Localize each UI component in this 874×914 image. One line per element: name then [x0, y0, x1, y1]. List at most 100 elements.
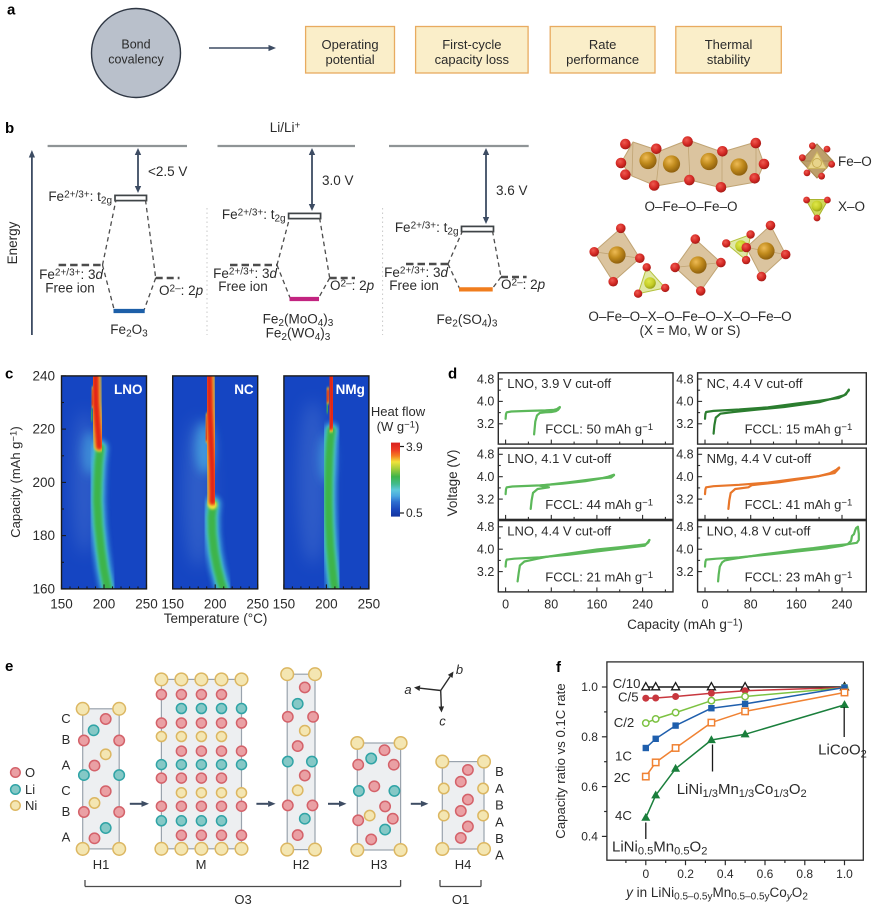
- svg-text:220: 220: [32, 422, 55, 437]
- svg-text:160: 160: [586, 597, 607, 611]
- svg-text:80: 80: [544, 597, 558, 611]
- svg-text:3.2: 3.2: [676, 492, 693, 506]
- svg-text:First-cycle: First-cycle: [442, 37, 501, 52]
- svg-text:FCCL: 23 mAh g−1: FCCL: 23 mAh g−1: [745, 569, 853, 584]
- svg-text:1C: 1C: [615, 749, 632, 764]
- svg-text:NC, 4.4 V cut-off: NC, 4.4 V cut-off: [707, 376, 803, 391]
- svg-text:Ni: Ni: [25, 798, 37, 813]
- svg-text:Free ion: Free ion: [218, 279, 268, 294]
- svg-text:150: 150: [273, 597, 296, 612]
- svg-text:C: C: [61, 711, 70, 726]
- svg-text:0.6: 0.6: [581, 780, 598, 794]
- svg-text:3.2: 3.2: [477, 417, 494, 431]
- svg-text:4.0: 4.0: [676, 395, 693, 409]
- svg-text:c: c: [5, 366, 13, 383]
- svg-text:Capacity (mAh g−1): Capacity (mAh g−1): [8, 426, 23, 537]
- svg-text:Fe2+/3+: t2g: Fe2+/3+: t2g: [395, 220, 459, 238]
- svg-text:M: M: [196, 857, 207, 872]
- svg-text:LiNi1/3Mn1/3Co1/3O2: LiNi1/3Mn1/3Co1/3O2: [677, 781, 807, 800]
- svg-text:3.6 V: 3.6 V: [496, 183, 528, 198]
- svg-text:b: b: [456, 662, 463, 677]
- svg-text:240: 240: [632, 597, 653, 611]
- svg-text:B: B: [495, 831, 504, 846]
- svg-text:Fe2(SO4)3: Fe2(SO4)3: [437, 312, 498, 330]
- svg-text:FCCL: 21 mAh g−1: FCCL: 21 mAh g−1: [545, 569, 653, 584]
- svg-text:C/5: C/5: [618, 690, 639, 705]
- svg-text:(W g−1): (W g−1): [377, 419, 420, 434]
- svg-text:0.4: 0.4: [717, 867, 734, 881]
- svg-text:Energy: Energy: [5, 221, 20, 264]
- svg-text:Thermal: Thermal: [705, 37, 753, 52]
- svg-text:Fe2(MoO4)3: Fe2(MoO4)3: [263, 312, 334, 330]
- svg-text:A: A: [495, 848, 504, 863]
- svg-text:<2.5 V: <2.5 V: [148, 164, 187, 179]
- svg-text:capacity loss: capacity loss: [435, 52, 510, 67]
- svg-text:O–Fe–O–X–O–Fe–O–X–O–Fe–O: O–Fe–O–X–O–Fe–O–X–O–Fe–O: [588, 309, 791, 324]
- svg-text:Rate: Rate: [589, 37, 616, 52]
- svg-text:Free ion: Free ion: [389, 278, 439, 293]
- svg-text:Fe–O: Fe–O: [838, 154, 872, 169]
- svg-text:Fe2+/3+: 3d: Fe2+/3+: 3d: [384, 265, 448, 280]
- svg-text:150: 150: [161, 597, 184, 612]
- svg-text:160: 160: [786, 597, 807, 611]
- svg-text:O3: O3: [234, 892, 251, 907]
- svg-text:0.2: 0.2: [677, 867, 694, 881]
- svg-text:240: 240: [832, 597, 853, 611]
- svg-text:O–Fe–O–Fe–O: O–Fe–O–Fe–O: [644, 199, 737, 214]
- svg-text:LNO, 4.1 V cut-off: LNO, 4.1 V cut-off: [507, 451, 611, 466]
- svg-text:O1: O1: [452, 892, 469, 907]
- svg-text:0: 0: [642, 867, 649, 881]
- svg-text:H3: H3: [371, 857, 388, 872]
- svg-text:O2–: 2p: O2–: 2p: [159, 283, 204, 298]
- svg-text:Bond: Bond: [121, 38, 150, 52]
- svg-text:3.2: 3.2: [676, 417, 693, 431]
- svg-text:NC: NC: [234, 382, 254, 397]
- svg-text:stability: stability: [707, 52, 751, 67]
- svg-text:80: 80: [744, 597, 758, 611]
- svg-text:4.8: 4.8: [676, 448, 693, 462]
- svg-text:250: 250: [358, 597, 381, 612]
- svg-text:Temperature (°C): Temperature (°C): [164, 611, 268, 626]
- svg-text:FCCL: 15 mAh g−1: FCCL: 15 mAh g−1: [745, 422, 853, 437]
- svg-text:0.8: 0.8: [796, 867, 813, 881]
- svg-text:4.8: 4.8: [477, 372, 494, 386]
- svg-text:150: 150: [50, 597, 73, 612]
- svg-text:a: a: [7, 2, 16, 19]
- svg-text:potential: potential: [325, 52, 374, 67]
- svg-text:200: 200: [93, 597, 116, 612]
- svg-text:LNO, 4.8 V cut-off: LNO, 4.8 V cut-off: [707, 524, 811, 539]
- svg-text:B: B: [495, 764, 504, 779]
- svg-text:180: 180: [32, 528, 55, 543]
- svg-text:4.0: 4.0: [477, 395, 494, 409]
- svg-text:4.0: 4.0: [477, 470, 494, 484]
- svg-text:performance: performance: [566, 52, 639, 67]
- svg-text:Operating: Operating: [322, 37, 379, 52]
- svg-text:0.4: 0.4: [581, 830, 598, 844]
- svg-text:4.0: 4.0: [676, 470, 693, 484]
- svg-text:A: A: [495, 815, 504, 830]
- svg-text:H4: H4: [455, 857, 472, 872]
- svg-text:NMg, 4.4 V cut-off: NMg, 4.4 V cut-off: [707, 451, 812, 466]
- svg-text:A: A: [495, 781, 504, 796]
- svg-text:Fe2+/3+: 3d: Fe2+/3+: 3d: [213, 266, 277, 281]
- svg-text:3.0 V: 3.0 V: [322, 173, 354, 188]
- svg-text:O2–: 2p: O2–: 2p: [501, 277, 546, 292]
- svg-text:250: 250: [246, 597, 269, 612]
- svg-text:FCCL: 44 mAh g−1: FCCL: 44 mAh g−1: [545, 497, 653, 512]
- svg-text:Capacity (mAh g−1): Capacity (mAh g−1): [627, 617, 743, 632]
- svg-text:LiNi0.5Mn0.5O2: LiNi0.5Mn0.5O2: [612, 839, 707, 858]
- svg-text:4.0: 4.0: [477, 543, 494, 557]
- svg-text:B: B: [62, 732, 71, 747]
- svg-text:FCCL: 50 mAh g−1: FCCL: 50 mAh g−1: [545, 422, 653, 437]
- svg-text:y in LiNi0.5–0.5yMn0.5–0.5yCoy: y in LiNi0.5–0.5yMn0.5–0.5yCoyO2: [625, 885, 808, 903]
- svg-text:3.2: 3.2: [676, 565, 693, 579]
- svg-text:4.0: 4.0: [676, 543, 693, 557]
- svg-text:1.0: 1.0: [836, 867, 853, 881]
- svg-text:Capacity ratio vs 0.1C rate: Capacity ratio vs 0.1C rate: [553, 683, 568, 838]
- svg-text:Fe2O3: Fe2O3: [110, 322, 148, 340]
- svg-text:C/10: C/10: [613, 676, 641, 691]
- svg-text:0: 0: [502, 597, 509, 611]
- svg-text:NMg: NMg: [336, 382, 365, 397]
- svg-text:C: C: [61, 783, 70, 798]
- svg-text:A: A: [62, 758, 71, 773]
